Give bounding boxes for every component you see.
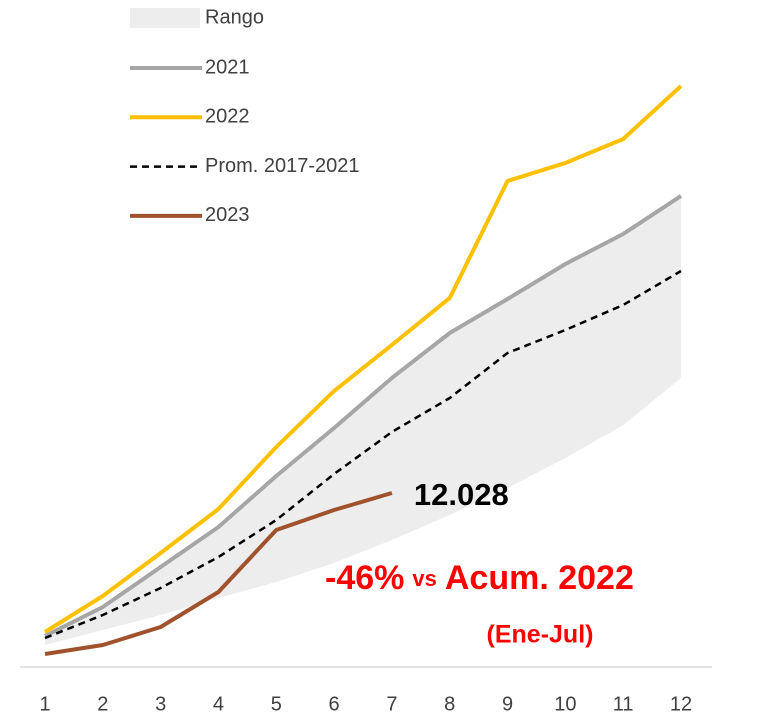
- x-tick-label: 9: [502, 693, 513, 715]
- legend-label: 2023: [205, 204, 250, 226]
- x-tick-label: 2: [97, 693, 108, 715]
- range-band: [45, 195, 681, 645]
- legend-label: Prom. 2017-2021: [205, 155, 360, 177]
- legend-label: 2021: [205, 56, 250, 78]
- x-tick-label: 12: [670, 693, 692, 715]
- series-line: [44, 269, 682, 640]
- annotation-reference: Acum. 2022: [445, 559, 634, 597]
- legend-label: Rango: [205, 6, 264, 28]
- series-line: [43, 84, 683, 634]
- series-line: [44, 491, 393, 656]
- annotation-change: -46%: [325, 559, 404, 597]
- x-tick-label: 8: [444, 693, 455, 715]
- annotation-period: (Ene-Jul): [487, 621, 594, 649]
- x-tick-label: 4: [213, 693, 224, 715]
- legend-label: 2022: [205, 106, 250, 128]
- value-label: 12.028: [414, 477, 509, 512]
- legend-swatch: [130, 8, 200, 28]
- x-tick-label: 10: [554, 693, 576, 715]
- annotation: -46% vs Acum. 2022: [325, 559, 634, 597]
- x-tick-label: 1: [39, 693, 50, 715]
- x-tick-label: 7: [386, 693, 397, 715]
- x-tick-label: 6: [329, 693, 340, 715]
- x-tick-label: 11: [613, 693, 634, 715]
- annotation-vs: vs: [412, 566, 436, 591]
- x-tick-label: 5: [271, 693, 282, 715]
- series-line: [44, 194, 683, 638]
- x-tick-label: 3: [155, 693, 166, 715]
